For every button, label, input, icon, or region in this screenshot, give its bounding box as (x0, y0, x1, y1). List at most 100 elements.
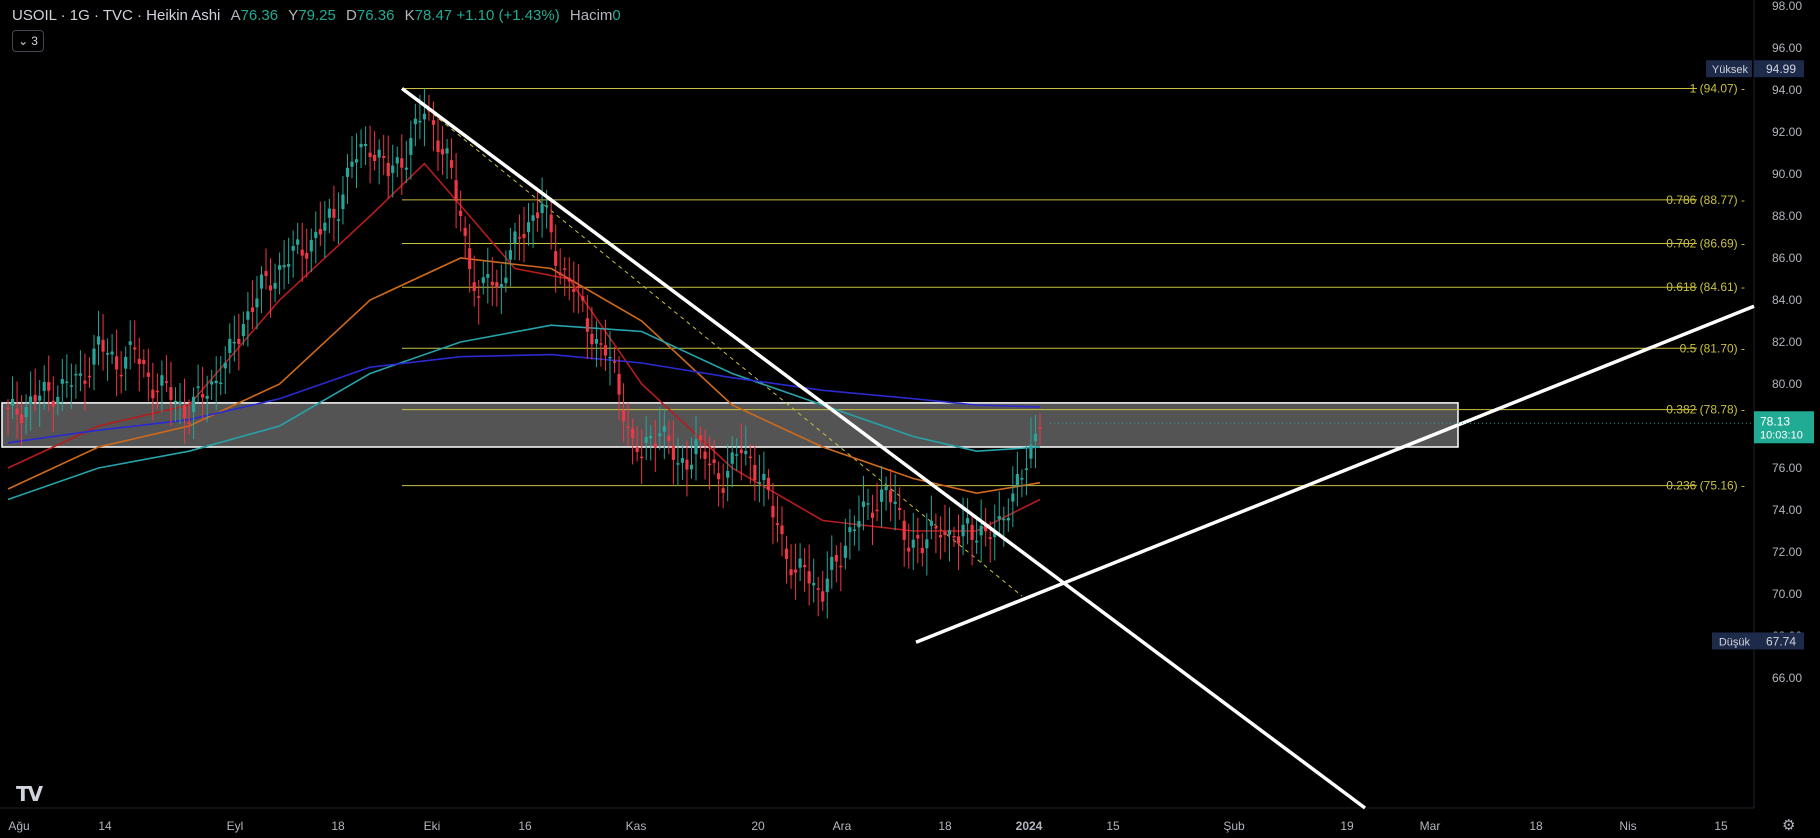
candle[interactable] (291, 245, 295, 251)
candle[interactable] (1033, 433, 1038, 442)
candle[interactable] (1024, 468, 1029, 470)
candle[interactable] (861, 501, 866, 508)
candle[interactable] (29, 396, 33, 404)
candle[interactable] (726, 470, 730, 478)
candle[interactable] (350, 161, 354, 167)
candle[interactable] (314, 231, 318, 238)
candle[interactable] (576, 285, 580, 288)
candle[interactable] (902, 520, 906, 540)
candle[interactable] (47, 382, 51, 391)
candle[interactable] (210, 381, 214, 385)
candle[interactable] (56, 396, 60, 404)
candle[interactable] (327, 208, 331, 218)
candle[interactable] (422, 113, 427, 120)
gear-icon[interactable]: ⚙ (1782, 817, 1796, 834)
candle[interactable] (644, 436, 648, 443)
candle[interactable] (934, 526, 938, 529)
candle[interactable] (667, 435, 671, 441)
candle[interactable] (42, 381, 46, 391)
candle[interactable] (721, 488, 725, 493)
candle[interactable] (712, 459, 716, 464)
candle[interactable] (807, 571, 811, 584)
candle[interactable] (658, 433, 662, 437)
candle[interactable] (689, 464, 694, 470)
indicators-toggle-button[interactable]: ⌄ 3 (12, 30, 44, 52)
candle[interactable] (698, 435, 703, 441)
candle[interactable] (164, 381, 169, 383)
candle[interactable] (798, 558, 802, 568)
candle[interactable] (540, 203, 544, 214)
candle[interactable] (87, 375, 92, 378)
candle[interactable] (33, 394, 37, 402)
candle[interactable] (993, 530, 997, 538)
candle[interactable] (870, 512, 875, 518)
candle[interactable] (1029, 444, 1033, 459)
candle[interactable] (259, 274, 264, 289)
candle[interactable] (119, 374, 123, 377)
candle[interactable] (10, 398, 15, 406)
candle[interactable] (246, 311, 250, 320)
candle[interactable] (947, 530, 952, 535)
candle[interactable] (345, 167, 350, 177)
candle[interactable] (834, 555, 838, 562)
candle[interactable] (920, 547, 924, 554)
candle[interactable] (151, 389, 155, 399)
candle[interactable] (979, 525, 983, 536)
candle[interactable] (676, 463, 680, 465)
candle[interactable] (567, 277, 571, 282)
candle[interactable] (952, 535, 956, 538)
candle[interactable] (956, 536, 961, 544)
candle[interactable] (368, 152, 372, 158)
candle[interactable] (359, 143, 363, 148)
candle[interactable] (875, 509, 879, 512)
candle[interactable] (377, 149, 381, 158)
candle[interactable] (907, 547, 911, 552)
candle[interactable] (594, 338, 599, 344)
candle[interactable] (744, 450, 748, 455)
candle[interactable] (685, 459, 689, 470)
candle[interactable] (522, 233, 526, 238)
candle[interactable] (386, 162, 390, 177)
candle[interactable] (599, 343, 603, 345)
candle[interactable] (69, 385, 73, 387)
candle[interactable] (988, 537, 992, 540)
candle[interactable] (105, 353, 110, 355)
candle[interactable] (884, 486, 888, 491)
candle[interactable] (201, 394, 205, 398)
candle[interactable] (38, 395, 42, 401)
candle[interactable] (925, 539, 929, 549)
candle[interactable] (273, 282, 277, 289)
candle[interactable] (857, 520, 861, 528)
candle[interactable] (581, 296, 585, 301)
candle[interactable] (1020, 478, 1024, 480)
candle[interactable] (748, 456, 752, 459)
candle[interactable] (128, 341, 132, 345)
candle[interactable] (526, 222, 531, 233)
candle[interactable] (812, 582, 816, 586)
candle[interactable] (124, 356, 128, 369)
candle[interactable] (898, 507, 902, 511)
candle[interactable] (671, 446, 675, 460)
candle[interactable] (477, 296, 481, 298)
candle[interactable] (323, 222, 327, 231)
candle[interactable] (889, 490, 893, 503)
candle[interactable] (449, 160, 454, 168)
candle[interactable] (305, 253, 309, 259)
candle[interactable] (133, 347, 137, 350)
candle[interactable] (1015, 474, 1019, 486)
candle[interactable] (300, 249, 304, 256)
candle[interactable] (730, 452, 734, 464)
descending-trendline[interactable] (400, 87, 1367, 810)
candle[interactable] (1011, 493, 1015, 502)
candle[interactable] (735, 454, 739, 456)
candle[interactable] (395, 157, 399, 164)
candle[interactable] (563, 268, 567, 270)
candle[interactable] (468, 248, 472, 270)
candle[interactable] (250, 307, 255, 312)
candle[interactable] (495, 282, 499, 288)
candle[interactable] (649, 435, 653, 439)
candle[interactable] (803, 564, 807, 568)
candle[interactable] (445, 148, 449, 154)
candle[interactable] (232, 341, 236, 344)
